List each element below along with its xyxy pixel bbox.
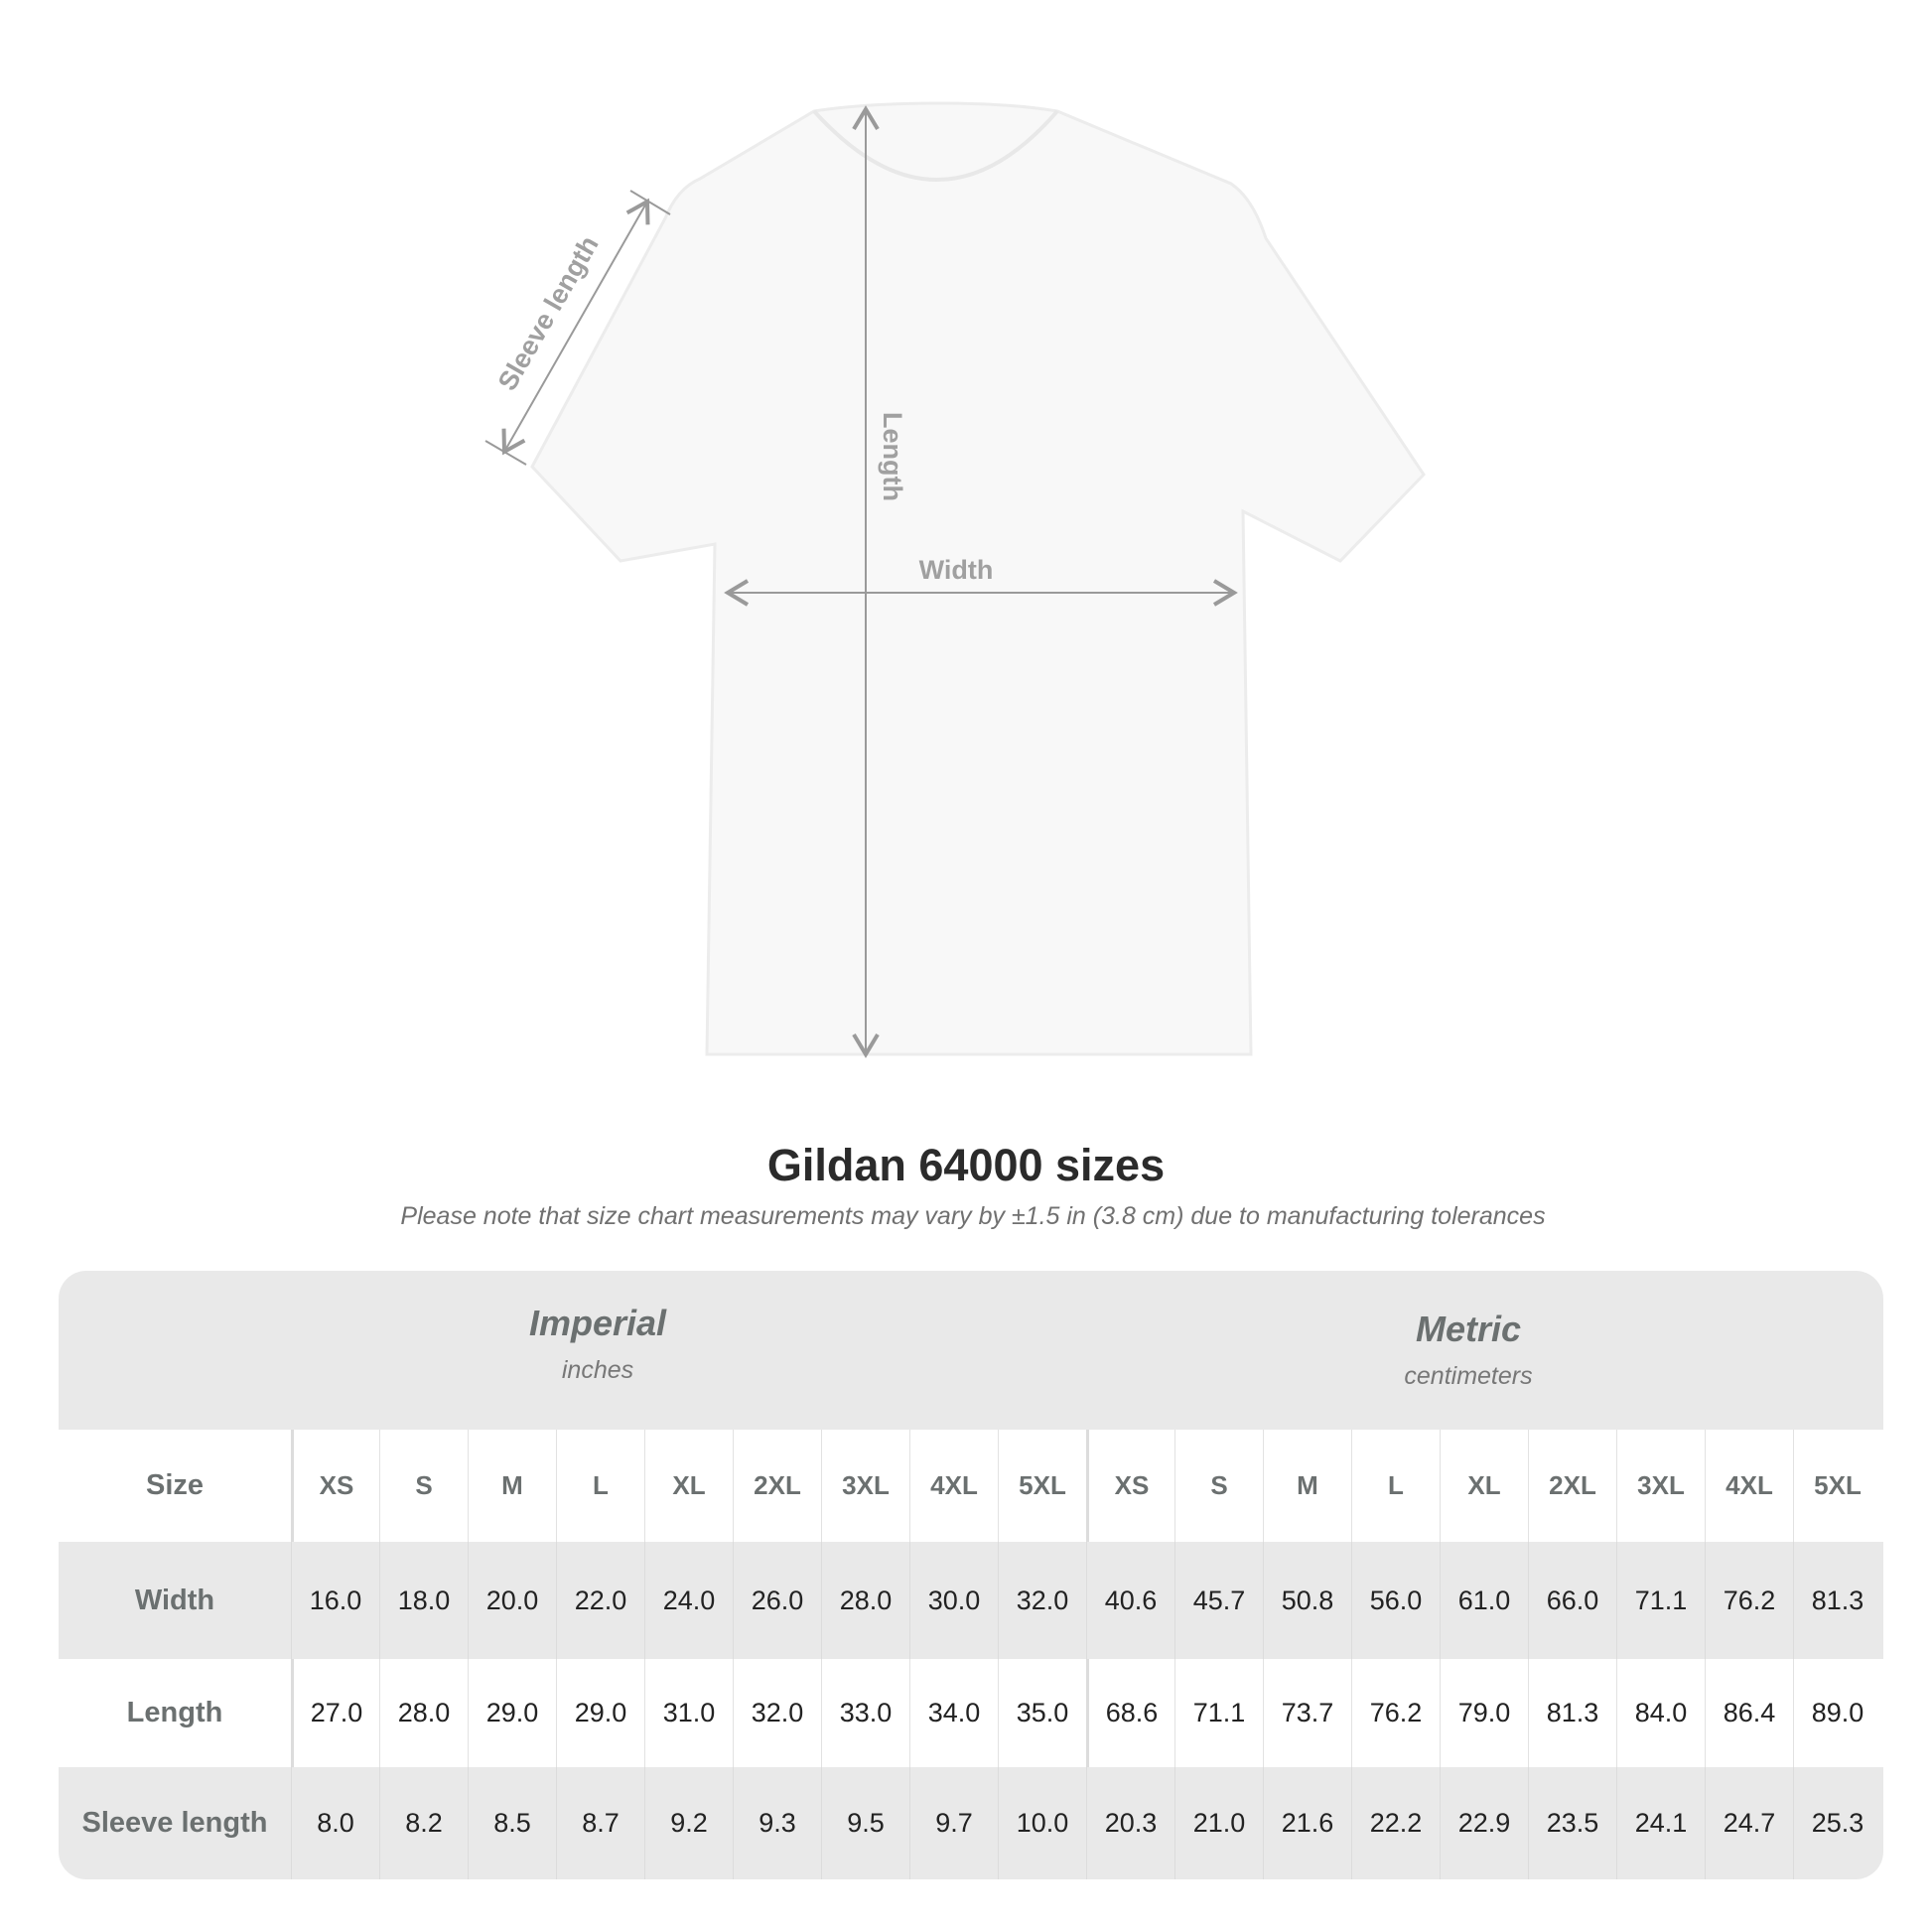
table-cell: 23.5 bbox=[1528, 1767, 1616, 1879]
table-cell: 26.0 bbox=[733, 1542, 821, 1659]
imperial-title: Imperial bbox=[528, 1303, 667, 1343]
size-header-cell: S bbox=[379, 1430, 468, 1542]
table-cell: 84.0 bbox=[1616, 1659, 1705, 1767]
size-header-cell: XS bbox=[1086, 1430, 1174, 1542]
row-label: Width bbox=[134, 1584, 215, 1616]
table-cell: 9.2 bbox=[644, 1767, 733, 1879]
row-label: Sleeve length bbox=[81, 1807, 268, 1839]
page-title: Gildan 64000 sizes bbox=[766, 1140, 1166, 1190]
tolerance-note: Please note that size chart measurements… bbox=[400, 1202, 1546, 1230]
table-cell: 71.1 bbox=[1616, 1542, 1705, 1659]
table-cell: 86.4 bbox=[1705, 1659, 1793, 1767]
table-cell: 27.0 bbox=[291, 1659, 379, 1767]
table-cell: 66.0 bbox=[1528, 1542, 1616, 1659]
table-cell: 8.2 bbox=[379, 1767, 468, 1879]
table-cell: 32.0 bbox=[733, 1659, 821, 1767]
table-cell: 61.0 bbox=[1440, 1542, 1528, 1659]
size-header-cell: 3XL bbox=[1616, 1430, 1705, 1542]
table-cell: 56.0 bbox=[1351, 1542, 1440, 1659]
table-cell: 79.0 bbox=[1440, 1659, 1528, 1767]
table-cell: 18.0 bbox=[379, 1542, 468, 1659]
size-header-cell: 4XL bbox=[909, 1430, 998, 1542]
size-row: Size XS S M L XL 2XL 3XL 4XL 5XL XS S M L XL 2XL 3XL 4XL… bbox=[59, 1430, 1883, 1542]
table-cell: 45.7 bbox=[1174, 1542, 1263, 1659]
table-cell: 24.0 bbox=[644, 1542, 733, 1659]
table-cell: 30.0 bbox=[909, 1542, 998, 1659]
table-cell: 81.3 bbox=[1528, 1659, 1616, 1767]
table-cell: 9.3 bbox=[733, 1767, 821, 1879]
size-table: Imperial inches Metric centimeters Size … bbox=[59, 1271, 1883, 1879]
table-cell: 28.0 bbox=[379, 1659, 468, 1767]
table-cell: 40.6 bbox=[1086, 1542, 1174, 1659]
table-cell: 50.8 bbox=[1263, 1542, 1351, 1659]
table-cell: 9.5 bbox=[821, 1767, 909, 1879]
table-cell: 20.3 bbox=[1086, 1767, 1174, 1879]
size-header-cell: M bbox=[468, 1430, 556, 1542]
size-header-cell: XS bbox=[291, 1430, 379, 1542]
table-cell: 24.1 bbox=[1616, 1767, 1705, 1879]
table-cell: 81.3 bbox=[1793, 1542, 1881, 1659]
table-cell: 25.3 bbox=[1793, 1767, 1881, 1879]
table-cell: 29.0 bbox=[556, 1659, 644, 1767]
length-label: Length bbox=[878, 412, 907, 501]
imperial-header: Imperial inches bbox=[300, 1303, 896, 1385]
sleeve-length-row: Sleeve length 8.0 8.2 8.5 8.7 9.2 9.3 9.5 9.7 10.… bbox=[59, 1767, 1883, 1879]
tshirt-diagram: Sleeve length Length Width bbox=[484, 101, 1426, 1058]
table-cell: 22.9 bbox=[1440, 1767, 1528, 1879]
size-header-cell: 5XL bbox=[1793, 1430, 1881, 1542]
size-label: Size bbox=[145, 1469, 205, 1501]
size-header-cell: XL bbox=[1440, 1430, 1528, 1542]
tshirt-shape bbox=[530, 101, 1426, 1056]
width-row: Width 16.0 18.0 20.0 22.0 24.0 26.0 28.0 30.0 32.… bbox=[59, 1542, 1883, 1659]
size-header-cell: L bbox=[1351, 1430, 1440, 1542]
table-cell: 21.6 bbox=[1263, 1767, 1351, 1879]
width-label: Width bbox=[919, 555, 994, 585]
table-cell: 22.2 bbox=[1351, 1767, 1440, 1879]
table-cell: 76.2 bbox=[1351, 1659, 1440, 1767]
row-label: Length bbox=[126, 1697, 223, 1728]
table-cell: 10.0 bbox=[998, 1767, 1086, 1879]
size-header-cell: 3XL bbox=[821, 1430, 909, 1542]
table-cell: 21.0 bbox=[1174, 1767, 1263, 1879]
table-cell: 35.0 bbox=[998, 1659, 1086, 1767]
table-cell: 68.6 bbox=[1086, 1659, 1174, 1767]
imperial-unit: inches bbox=[561, 1356, 634, 1384]
size-header-cell: XL bbox=[644, 1430, 733, 1542]
table-cell: 8.7 bbox=[556, 1767, 644, 1879]
size-header-cell: 4XL bbox=[1705, 1430, 1793, 1542]
metric-unit: centimeters bbox=[1404, 1362, 1533, 1390]
size-header-cell: L bbox=[556, 1430, 644, 1542]
table-cell: 73.7 bbox=[1263, 1659, 1351, 1767]
table-cell: 28.0 bbox=[821, 1542, 909, 1659]
tshirt-collar bbox=[812, 109, 1059, 182]
sleeve-arrow bbox=[501, 198, 650, 456]
metric-header: Metric centimeters bbox=[1171, 1309, 1766, 1391]
unit-header: Imperial inches Metric centimeters bbox=[59, 1271, 1883, 1430]
table-cell: 8.5 bbox=[468, 1767, 556, 1879]
size-header-cell: S bbox=[1174, 1430, 1263, 1542]
table-cell: 32.0 bbox=[998, 1542, 1086, 1659]
metric-title: Metric bbox=[1415, 1309, 1522, 1349]
table-cell: 9.7 bbox=[909, 1767, 998, 1879]
table-cell: 16.0 bbox=[291, 1542, 379, 1659]
table-cell: 29.0 bbox=[468, 1659, 556, 1767]
size-header-cell: 5XL bbox=[998, 1430, 1086, 1542]
table-cell: 33.0 bbox=[821, 1659, 909, 1767]
table-cell: 8.0 bbox=[291, 1767, 379, 1879]
table-cell: 31.0 bbox=[644, 1659, 733, 1767]
size-header-cell: M bbox=[1263, 1430, 1351, 1542]
table-cell: 24.7 bbox=[1705, 1767, 1793, 1879]
table-cell: 89.0 bbox=[1793, 1659, 1881, 1767]
size-header-cell: 2XL bbox=[733, 1430, 821, 1542]
size-header-cell: 2XL bbox=[1528, 1430, 1616, 1542]
table-cell: 76.2 bbox=[1705, 1542, 1793, 1659]
table-cell: 22.0 bbox=[556, 1542, 644, 1659]
length-row: Length 27.0 28.0 29.0 29.0 31.0 32.0 33.0 34.0 35… bbox=[59, 1659, 1883, 1767]
table-cell: 20.0 bbox=[468, 1542, 556, 1659]
table-cell: 34.0 bbox=[909, 1659, 998, 1767]
table-cell: 71.1 bbox=[1174, 1659, 1263, 1767]
